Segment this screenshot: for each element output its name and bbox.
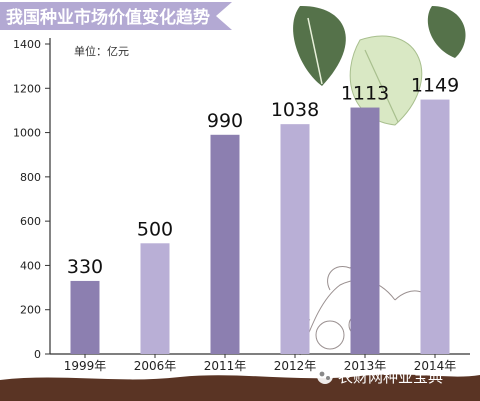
chart-title: 我国种业市场价值变化趋势 (6, 7, 210, 28)
bar (70, 280, 100, 354)
bar (420, 99, 450, 354)
y-tick-label: 0 (34, 348, 41, 361)
data-label: 330 (67, 256, 103, 278)
data-label: 1149 (411, 75, 459, 97)
x-tick-label: 2012年 (274, 359, 317, 373)
y-tick-label: 800 (20, 171, 41, 184)
x-tick-label: 2013年 (344, 359, 387, 373)
unit-label: 单位：亿元 (74, 44, 129, 58)
bar (140, 243, 170, 354)
watermark: 农财网种业宝典 (317, 368, 443, 386)
x-tick-label: 2014年 (414, 359, 457, 373)
data-label: 500 (137, 218, 173, 240)
x-tick-label: 2011年 (204, 359, 247, 373)
data-label: 990 (207, 110, 243, 132)
bar (350, 107, 380, 354)
x-tick-label: 1999年 (64, 359, 107, 373)
watermark-text: 农财网种业宝典 (338, 368, 443, 386)
bar (280, 124, 310, 355)
y-tick-label: 600 (20, 215, 41, 228)
soil-ground (0, 374, 480, 401)
bar (210, 134, 240, 354)
y-tick-label: 400 (20, 259, 41, 272)
y-tick-label: 1200 (13, 82, 41, 95)
leaf-decoration (293, 5, 466, 126)
data-label: 1113 (341, 83, 389, 105)
title-banner: 我国种业市场价值变化趋势 (0, 2, 232, 30)
y-tick-label: 1400 (13, 38, 41, 51)
x-tick-label: 2006年 (134, 359, 177, 373)
y-tick-label: 200 (20, 304, 41, 317)
data-label: 1038 (271, 99, 319, 121)
y-tick-label: 1000 (13, 127, 41, 140)
